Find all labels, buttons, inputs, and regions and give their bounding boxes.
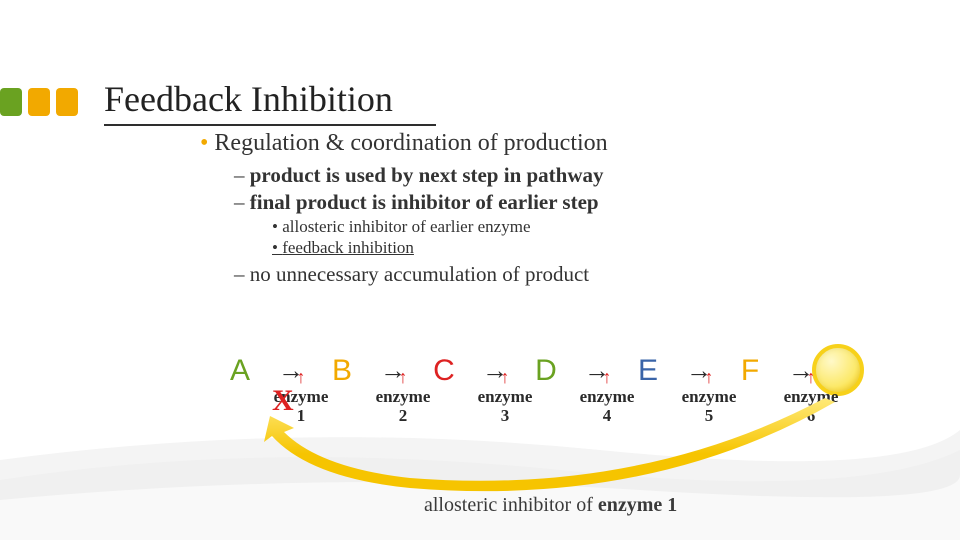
- enzyme-1: enzyme1: [250, 388, 352, 425]
- enzyme-num: 5: [658, 407, 760, 426]
- enzyme-label: enzyme: [478, 387, 533, 406]
- enzyme-3: enzyme3: [454, 388, 556, 425]
- caption: allosteric inhibitor of enzyme 1: [424, 494, 677, 517]
- pathway-nodes: A → B → C → D → E → F → G: [216, 354, 876, 388]
- arrow-4: →: [570, 355, 624, 386]
- enzyme-num: 1: [250, 407, 352, 426]
- content: Regulation & coordination of production …: [200, 130, 840, 289]
- bg-swoosh: [0, 420, 960, 540]
- bullet-l3a: allosteric inhibitor of earlier enzyme: [272, 217, 840, 237]
- caption-bold: enzyme 1: [598, 494, 677, 516]
- title-wrap: Feedback Inhibition: [104, 78, 436, 126]
- corner-block-1: [0, 88, 22, 116]
- enzyme-num: 6: [760, 407, 862, 426]
- node-D: D: [522, 354, 570, 388]
- enzyme-label: enzyme: [682, 387, 737, 406]
- enzyme-4: enzyme4: [556, 388, 658, 425]
- caption-prefix: allosteric inhibitor of: [424, 494, 598, 516]
- enzyme-5: enzyme5: [658, 388, 760, 425]
- up-arrow-icon: [297, 368, 306, 388]
- enzyme-6: enzyme6: [760, 388, 862, 425]
- arrow-1: →: [264, 355, 318, 386]
- enzyme-num: 2: [352, 407, 454, 426]
- node-A: A: [216, 354, 264, 388]
- bullet-l2b: final product is inhibitor of earlier st…: [234, 190, 840, 215]
- title-underline: [104, 124, 436, 126]
- corner-block-3: [56, 88, 78, 116]
- node-C: C: [420, 354, 468, 388]
- bullet-l3b: feedback inhibition: [272, 238, 840, 258]
- bullet-l2a: product is used by next step in pathway: [234, 163, 840, 188]
- arrow-5: →: [672, 355, 726, 386]
- node-E: E: [624, 354, 672, 388]
- corner-blocks: [0, 88, 78, 116]
- up-arrow-icon: [705, 368, 714, 388]
- enzyme-label: enzyme: [376, 387, 431, 406]
- node-F: F: [726, 354, 774, 388]
- arrow-6: →: [774, 355, 828, 386]
- up-arrow-icon: [603, 368, 612, 388]
- enzyme-num: 4: [556, 407, 658, 426]
- arrow-3: →: [468, 355, 522, 386]
- up-arrow-icon: [807, 368, 816, 388]
- enzyme-labels: enzyme1 enzyme2 enzyme3 enzyme4 enzyme5 …: [250, 388, 876, 425]
- up-arrow-icon: [501, 368, 510, 388]
- page-title: Feedback Inhibition: [104, 78, 436, 120]
- up-arrow-icon: [399, 368, 408, 388]
- node-B: B: [318, 354, 366, 388]
- enzyme-label: enzyme: [580, 387, 635, 406]
- pathway-diagram: A → B → C → D → E → F → G enzyme1 enzyme…: [216, 354, 876, 425]
- enzyme-2: enzyme2: [352, 388, 454, 425]
- bullet-l2c: no unnecessary accumulation of product: [234, 262, 840, 287]
- enzyme-num: 3: [454, 407, 556, 426]
- x-mark: X: [272, 384, 294, 418]
- arrow-2: →: [366, 355, 420, 386]
- bullet-l1: Regulation & coordination of production: [200, 130, 840, 157]
- enzyme-label: enzyme: [784, 387, 839, 406]
- corner-block-2: [28, 88, 50, 116]
